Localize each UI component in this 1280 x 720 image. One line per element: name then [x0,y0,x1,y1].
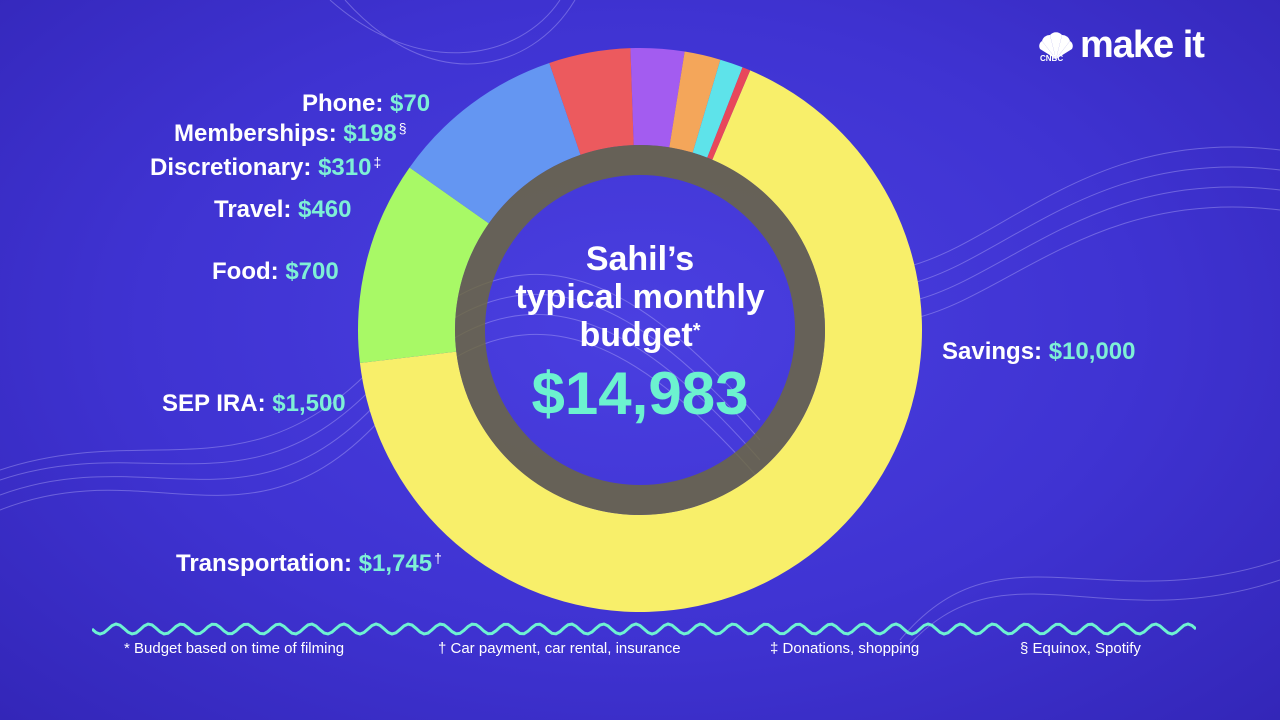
slice-label-value: $310 [318,154,372,181]
slice-label-name: Memberships: [174,120,344,147]
brand-logo: make it CNBC [1038,24,1205,67]
slice-label-mark: § [398,120,407,136]
slice-discretionary [669,51,721,153]
footnote-divider [92,622,1196,636]
slice-label-name: Food: [212,258,286,285]
chart-title: Sahil’s typical monthly budget* [480,240,800,354]
slice-label-name: Discretionary: [150,154,319,181]
slice-label-name: Travel: [214,196,299,223]
slice-transportation [358,167,489,364]
slice-label-sep-ira: SEP IRA: $1,500 [162,390,346,418]
slice-label-value: $1,500 [272,390,346,417]
slice-label-value: $460 [298,196,352,223]
chart-title-line1: Sahil’s [585,240,695,278]
slice-label-discretionary: Discretionary: $310 ‡ [150,154,381,182]
slice-label-value: $1,745 [358,550,433,577]
slice-label-travel: Travel: $460 [214,196,351,224]
peacock-icon [1039,31,1073,59]
chart-total: $14,983 [531,360,749,427]
slice-travel [630,47,685,148]
slice-food [549,48,634,155]
slice-label-savings: Savings: $10,000 [942,338,1135,366]
slice-label-value: $70 [390,90,431,117]
footnote-memberships: § Equinox, Spotify [1020,640,1141,657]
slice-sep-ira [409,62,581,224]
slice-label-value: $198 [343,120,397,147]
donut-inner-ring [455,145,825,515]
footnote-transportation: † Car payment, car rental, insurance [438,640,681,657]
footnote-discretionary: ‡ Donations, shopping [770,640,920,657]
chart-title-line3: budget [579,316,693,354]
slice-label-mark: ‡ [373,154,382,170]
slice-label-transportation: Transportation: $1,745 † [176,550,442,578]
slice-label-name: Transportation: [176,550,359,577]
slice-label-mark: † [434,550,442,566]
slice-label-food: Food: $700 [212,258,339,286]
slice-label-phone: Phone: $70 [302,90,430,118]
chart-title-line2: typical monthly [515,278,765,316]
footnote-budget: * Budget based on time of filming [124,640,345,657]
slice-label-value: $700 [285,258,339,285]
slice-label-name: SEP IRA: [162,390,273,417]
slice-label-value: $10,000 [1048,338,1136,365]
slice-phone [707,67,751,160]
slice-savings [359,70,923,613]
chart-title-mark: * [692,320,701,342]
brand-logo-sub: CNBC [1040,54,1064,63]
slice-label-name: Phone: [302,90,390,117]
brand-logo-text: make it [1080,24,1205,66]
slice-label-name: Savings: [942,338,1049,365]
slice-label-memberships: Memberships: $198 § [174,120,407,148]
slice-memberships [692,59,743,158]
